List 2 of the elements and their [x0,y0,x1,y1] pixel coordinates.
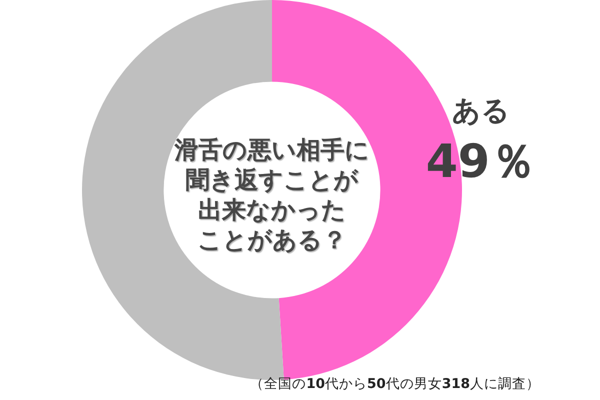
slice-label: ある [450,94,511,128]
text: 滑舌の悪い相手に聞き返すことが出来なかったことがある？ [174,136,370,254]
